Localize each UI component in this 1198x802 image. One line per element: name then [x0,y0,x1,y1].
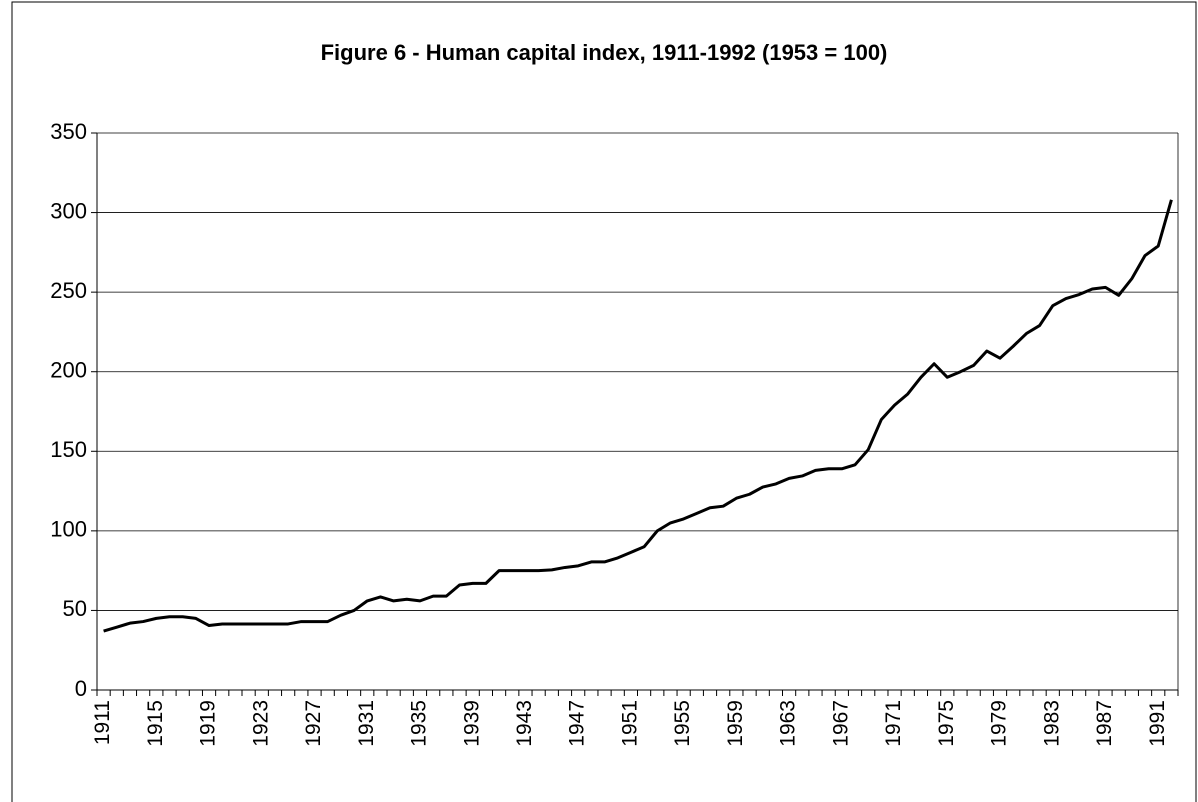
y-tick-label: 50 [63,596,87,621]
x-tick-label: 1959 [724,700,747,747]
x-tick-label: 1947 [566,700,589,747]
x-tick-label: 1915 [144,700,167,747]
x-tick-label: 1991 [1146,700,1169,747]
x-tick-label: 1923 [249,700,272,747]
y-tick-label: 300 [50,198,87,223]
data-line [103,199,1173,633]
x-tick-label: 1935 [408,700,431,747]
chart-frame [11,1,1197,802]
y-tick-label: 250 [50,278,87,303]
x-tick-label: 1919 [197,700,220,747]
x-tick-label: 1927 [302,700,325,747]
x-tick-label: 1979 [988,700,1011,747]
y-tick-label: 150 [50,437,87,462]
x-tick-label: 1951 [618,700,641,747]
x-tick-label: 1911 [91,700,114,745]
x-tick-label: 1931 [355,700,378,747]
y-tick-label: 350 [50,119,87,144]
x-tick-label: 1983 [1040,700,1063,747]
x-tick-label: 1971 [882,700,905,747]
y-tick-label: 200 [50,358,87,383]
x-tick-label: 1963 [777,700,800,747]
chart-title: Figure 6 - Human capital index, 1911-199… [321,40,888,65]
x-tick-label: 1987 [1093,700,1116,747]
x-tick-label: 1975 [935,700,958,747]
x-tick-label: 1955 [671,700,694,747]
x-tick-label: 1943 [513,700,536,747]
y-tick-label: 100 [50,517,87,542]
x-tick-label: 1939 [460,700,483,747]
y-tick-label: 0 [75,676,87,701]
x-tick-label: 1967 [829,700,852,747]
